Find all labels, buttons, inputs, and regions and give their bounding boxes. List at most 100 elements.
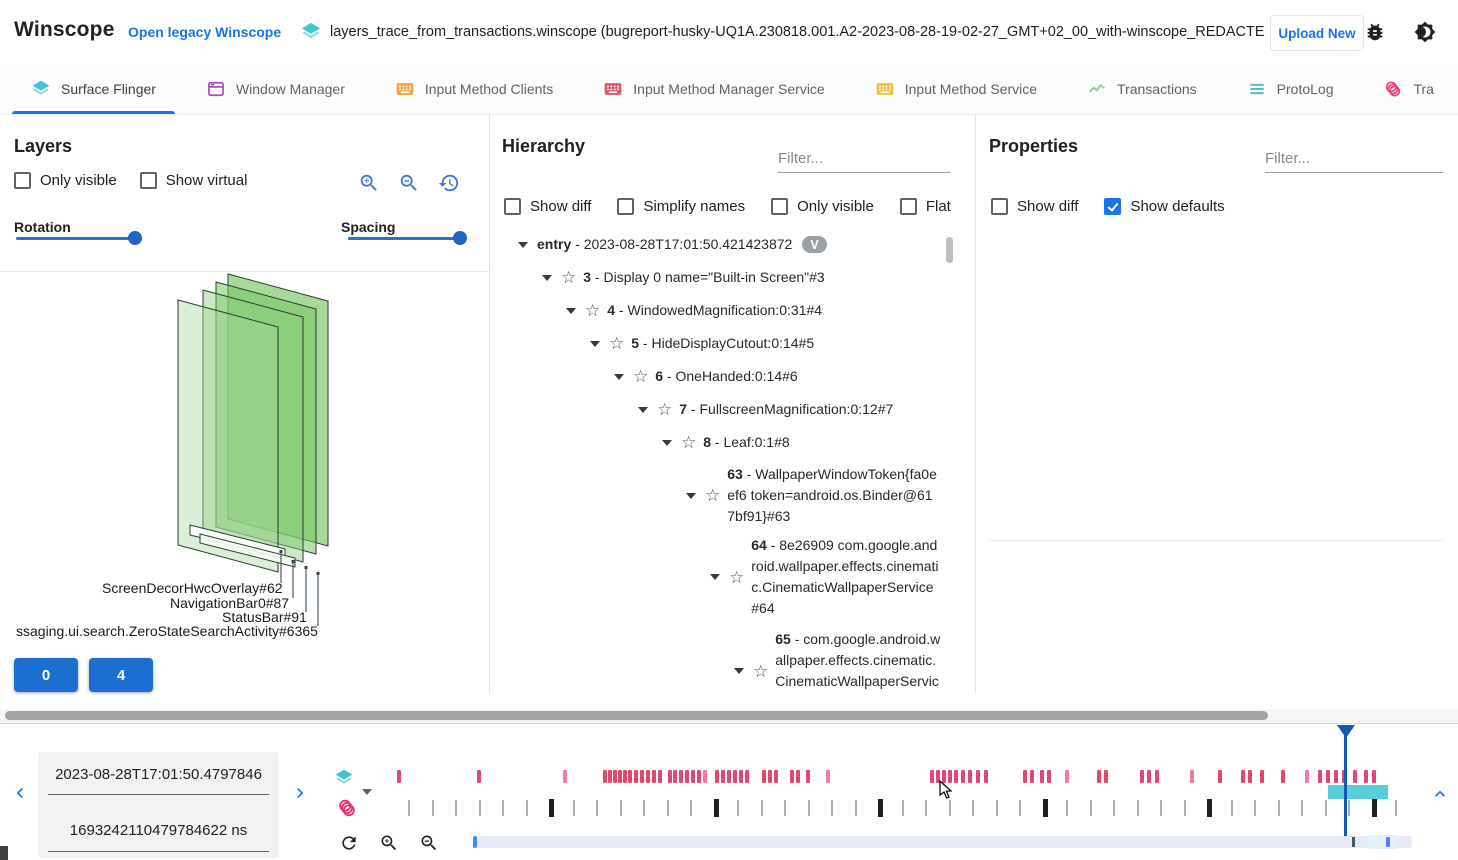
sf-trace-marker[interactable]	[1318, 770, 1322, 783]
tab-tra[interactable]: Tra	[1358, 64, 1458, 114]
sf-trace-marker[interactable]	[1065, 770, 1069, 783]
transition-tick[interactable]	[1066, 800, 1068, 816]
transition-tick[interactable]	[878, 799, 883, 817]
tab-surface-flinger[interactable]: Surface Flinger	[6, 64, 181, 114]
hierarchy-scrollbar[interactable]	[946, 237, 953, 263]
unchecked-checkbox-icon[interactable]	[899, 198, 917, 215]
upload-new-button[interactable]: Upload New	[1270, 15, 1364, 51]
zoom-out-icon[interactable]	[398, 172, 420, 194]
sf-trace-marker[interactable]	[1248, 770, 1252, 783]
sf-trace-marker[interactable]	[1305, 770, 1309, 783]
sf-trace-marker[interactable]	[652, 770, 656, 783]
sf-trace-marker[interactable]	[1030, 770, 1034, 783]
unchecked-checkbox-icon[interactable]	[504, 198, 521, 215]
sf-trace-marker[interactable]	[715, 770, 719, 783]
tab-input-method-clients[interactable]: Input Method Clients	[370, 64, 578, 114]
layers-checkbox-show-virtual[interactable]: Show virtual	[139, 172, 247, 189]
sf-trace-marker[interactable]	[721, 770, 725, 783]
transition-tick[interactable]	[854, 800, 857, 816]
transition-tick[interactable]	[925, 800, 927, 816]
sf-trace-marker[interactable]	[679, 770, 683, 783]
unchecked-checkbox-icon[interactable]	[139, 172, 157, 189]
caret-down-icon[interactable]	[590, 340, 600, 347]
transition-tick[interactable]	[1183, 800, 1186, 816]
layer-id-button-0[interactable]: 0	[14, 658, 78, 692]
sf-trace-marker[interactable]	[1326, 770, 1330, 783]
tree-row-6[interactable]: ☆ 6 - OneHanded:0:14#6	[614, 366, 798, 387]
timeline-zoom-in-icon[interactable]	[379, 833, 399, 853]
layer-id-button-4[interactable]: 4	[89, 658, 153, 692]
sf-trace-marker[interactable]	[608, 770, 612, 783]
tree-row-65[interactable]: ☆ 65 - com.google.android.wallpaper.effec…	[734, 629, 945, 695]
sf-trace-marker[interactable]	[796, 770, 800, 783]
sf-trace-marker[interactable]	[976, 770, 980, 783]
sf-trace-marker[interactable]	[1023, 770, 1027, 783]
transition-tick[interactable]	[948, 800, 951, 816]
checked-checkbox-icon[interactable]	[1104, 198, 1122, 215]
star-icon[interactable]: ☆	[753, 661, 769, 681]
sf-trace-marker[interactable]	[826, 770, 830, 783]
sf-trace-marker[interactable]	[768, 770, 772, 783]
transition-tick[interactable]	[1254, 800, 1256, 816]
transition-tick[interactable]	[995, 800, 998, 816]
sf-trace-marker[interactable]	[1190, 770, 1194, 783]
caret-down-icon[interactable]	[566, 307, 576, 314]
tree-row-5[interactable]: ☆ 5 - HideDisplayCutout:0:14#5	[590, 333, 814, 354]
prev-entry-chevron-icon[interactable]	[10, 783, 30, 803]
spacing-slider-thumb[interactable]	[453, 231, 467, 245]
transition-tick[interactable]	[666, 800, 669, 816]
transitions-trace-icon[interactable]	[336, 797, 358, 819]
sf-trace-marker[interactable]	[673, 770, 677, 783]
sf-trace-marker[interactable]	[1260, 770, 1264, 783]
horizontal-scrollbar-thumb[interactable]	[5, 711, 1268, 720]
transition-tick[interactable]	[502, 800, 504, 816]
sf-trace-marker[interactable]	[1334, 770, 1338, 783]
layers-3d-canvas[interactable]	[0, 272, 489, 652]
tab-window-manager[interactable]: Window Manager	[181, 64, 370, 114]
sf-trace-marker[interactable]	[691, 770, 695, 783]
rotation-slider[interactable]	[16, 237, 136, 240]
transition-tick[interactable]	[690, 800, 692, 816]
sf-trace-marker[interactable]	[1097, 770, 1101, 783]
transition-tick[interactable]	[1160, 800, 1162, 816]
transition-tick[interactable]	[1089, 800, 1092, 816]
sf-trace-marker[interactable]	[936, 770, 940, 783]
star-icon[interactable]: ☆	[609, 334, 625, 353]
rotation-slider-thumb[interactable]	[128, 231, 142, 245]
sf-trace-marker[interactable]	[790, 770, 794, 783]
sf-trace-marker[interactable]	[1281, 770, 1285, 783]
timeline-zoom-range-bar[interactable]	[473, 836, 1412, 848]
caret-down-icon[interactable]	[542, 274, 552, 281]
transition-tick[interactable]	[713, 799, 719, 817]
tree-row-4[interactable]: ☆ 4 - WindowedMagnification:0:31#4	[566, 300, 822, 321]
timeline-zoom-out-icon[interactable]	[419, 833, 439, 853]
sf-trace-marker[interactable]	[618, 770, 622, 783]
sf-trace-marker[interactable]	[739, 770, 743, 783]
transition-tick[interactable]	[478, 800, 481, 816]
sf-trace-marker[interactable]	[1364, 770, 1368, 783]
unchecked-checkbox-icon[interactable]	[617, 198, 635, 215]
transition-tick[interactable]	[596, 800, 598, 816]
sf-trace-marker[interactable]	[1372, 770, 1376, 783]
transition-tick[interactable]	[549, 799, 554, 817]
transition-tick[interactable]	[525, 800, 528, 816]
transition-tick[interactable]	[1395, 800, 1397, 816]
open-legacy-link[interactable]: Open legacy Winscope	[128, 24, 282, 40]
star-icon[interactable]: ☆	[561, 268, 577, 287]
sf-trace-marker[interactable]	[806, 770, 810, 783]
sf-trace-marker[interactable]	[697, 770, 701, 783]
layers-checkbox-only-visible[interactable]: Only visible	[14, 172, 117, 189]
tree-row-8[interactable]: ☆ 8 - Leaf:0:1#8	[662, 432, 790, 453]
hierarchy-filter-input[interactable]: Filter...	[778, 150, 824, 167]
star-icon[interactable]: ☆	[705, 486, 721, 505]
next-entry-chevron-icon[interactable]	[290, 783, 310, 803]
caret-down-icon[interactable]	[686, 492, 696, 499]
transition-tick[interactable]	[1348, 800, 1350, 816]
star-icon[interactable]: ☆	[585, 301, 601, 320]
sf-trace-marker[interactable]	[1040, 770, 1044, 783]
transition-tick[interactable]	[760, 800, 763, 816]
timestamp-human-input[interactable]: 2023-08-28T17:01:50.4797846	[55, 766, 262, 783]
timestamp-ns-input[interactable]: 1693242110479784622 ns	[69, 822, 248, 839]
transition-tick[interactable]	[1371, 799, 1377, 817]
sf-trace-marker[interactable]	[942, 770, 946, 783]
